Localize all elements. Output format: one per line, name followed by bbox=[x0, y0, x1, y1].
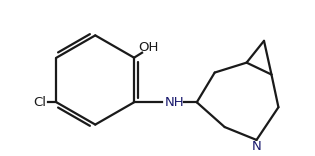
Text: Cl: Cl bbox=[33, 96, 46, 109]
Text: N: N bbox=[252, 140, 261, 153]
Text: NH: NH bbox=[165, 96, 185, 109]
Text: OH: OH bbox=[138, 41, 158, 54]
